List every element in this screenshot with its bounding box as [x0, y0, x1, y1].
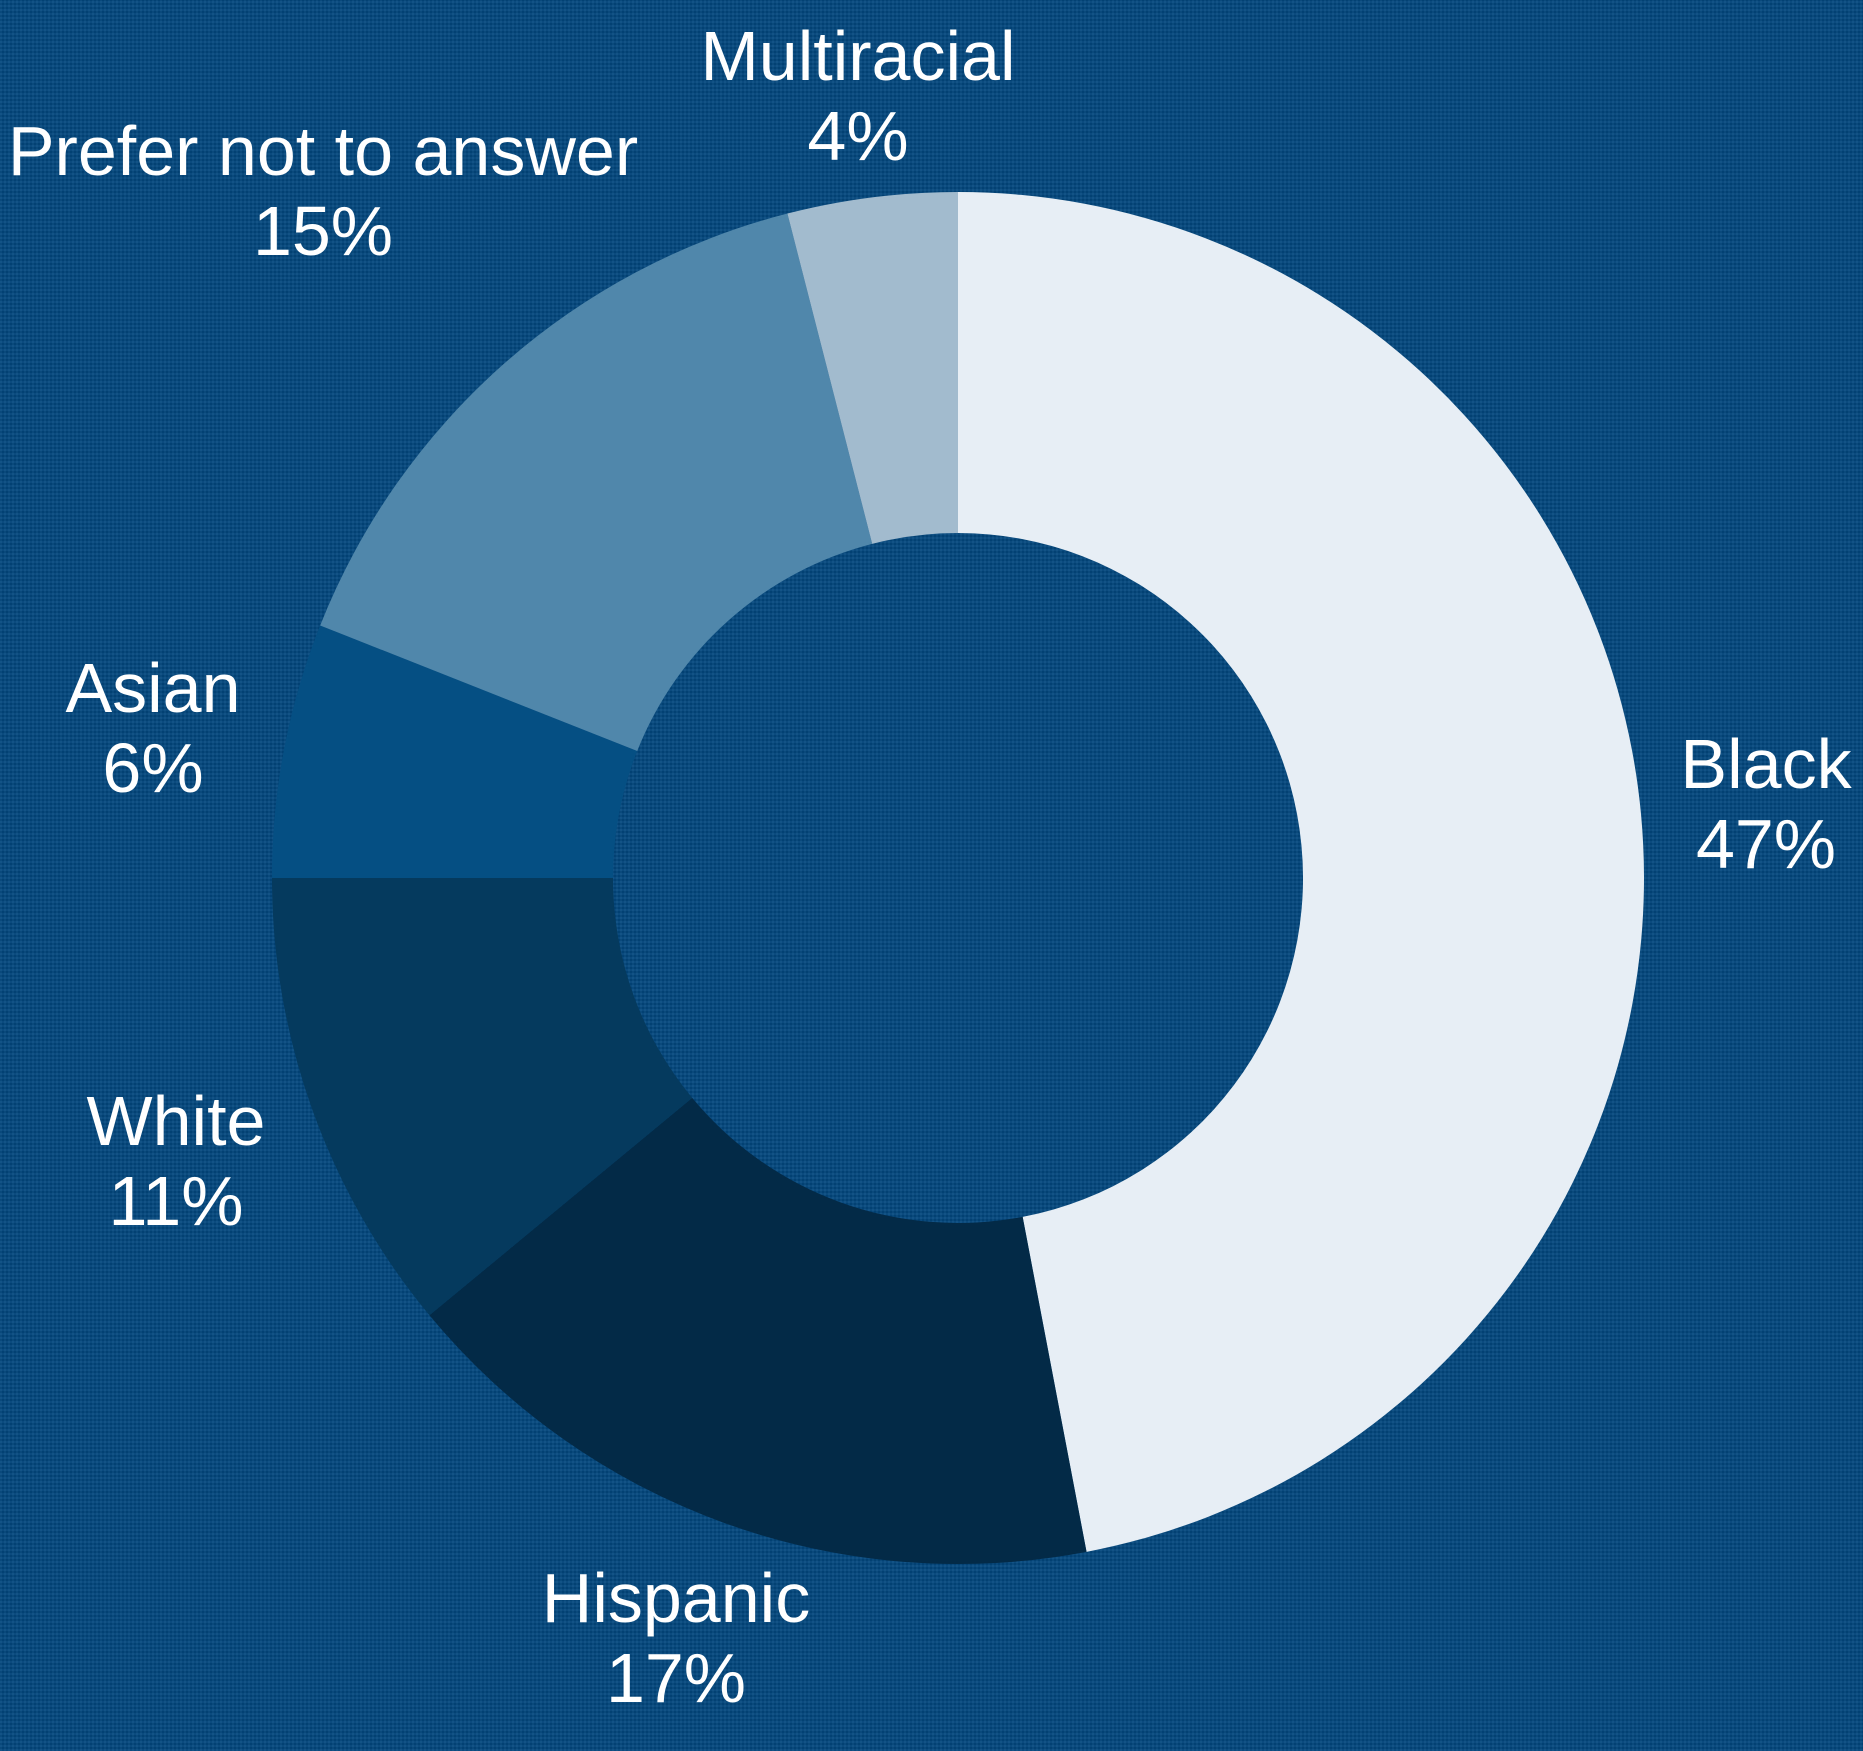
slice-prefer-not-to-answer: [320, 213, 873, 751]
value-label-hispanic: 17%: [606, 1639, 746, 1717]
category-label-asian: Asian: [65, 649, 240, 727]
category-label-hispanic: Hispanic: [542, 1559, 810, 1637]
category-label-white: White: [87, 1082, 266, 1160]
value-label-white: 11%: [109, 1162, 244, 1240]
value-label-prefer-not-to-answer: 15%: [253, 192, 393, 270]
slice-white: [272, 878, 693, 1316]
value-label-asian: 6%: [102, 729, 203, 807]
value-label-black: 47%: [1696, 805, 1836, 883]
slice-hispanic: [429, 1097, 1087, 1564]
value-label-multiracial: 4%: [807, 97, 908, 175]
slice-multiracial: [787, 192, 958, 544]
slices: [272, 192, 1644, 1564]
category-label-prefer-not-to-answer: Prefer not to answer: [8, 112, 638, 190]
category-label-black: Black: [1680, 725, 1852, 803]
slice-asian: [272, 625, 638, 878]
category-label-multiracial: Multiracial: [700, 17, 1015, 95]
slice-black: [958, 192, 1644, 1552]
